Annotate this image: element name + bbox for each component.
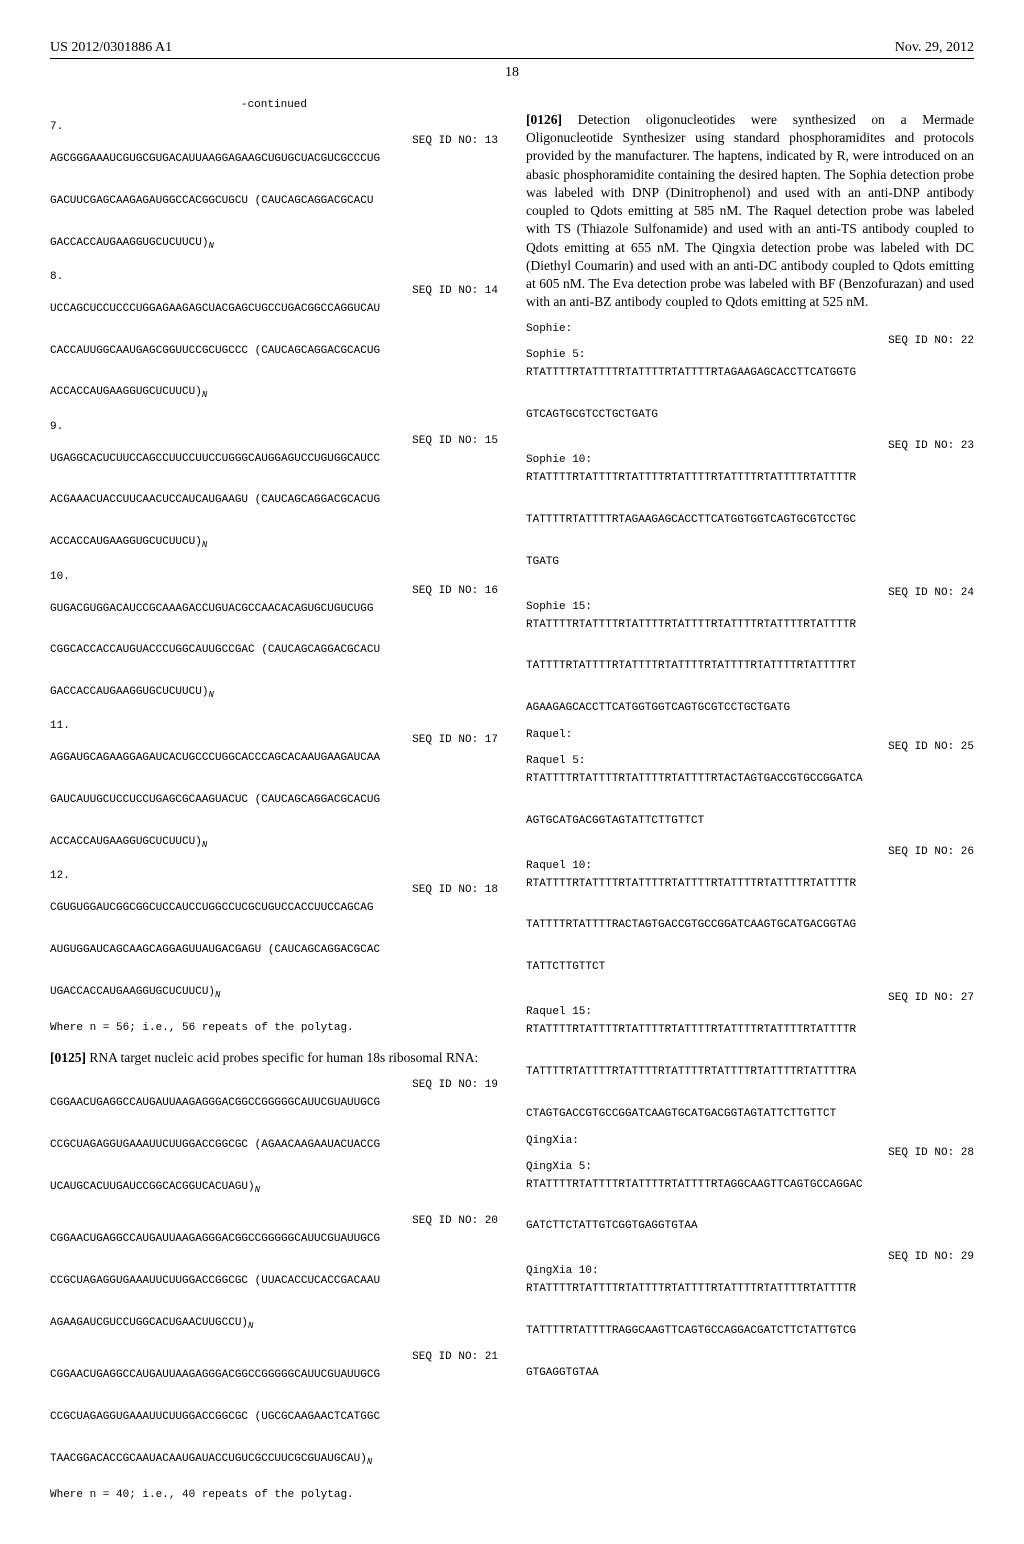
paragraph-0125: [0125] RNA target nucleic acid probes sp…	[50, 1049, 498, 1067]
sequence-id: SEQ ID NO: 15	[50, 435, 498, 447]
sequence-block: 9. SEQ ID NO: 15 UGAGGCACUCUUCCAGCCUUCCU…	[50, 421, 498, 555]
sequence-body: AGGAUGCAGAAGGAGAUCACUGCCCUGGCACCCAGCACAA…	[50, 748, 498, 854]
continued-label: -continued	[50, 99, 498, 111]
probe-subname: Sophie 15:	[526, 601, 974, 613]
sequence-id: SEQ ID NO: 28	[526, 1147, 974, 1159]
paragraph-number: [0125]	[50, 1050, 86, 1065]
sequence-number: 8.	[50, 271, 498, 283]
sequence-body: RTATTTTRTATTTTRTATTTTRTATTTTRTAGGCAAGTTC…	[526, 1175, 974, 1238]
sequence-block: SEQ ID NO: 20 CGGAACUGAGGCCAUGAUUAAGAGGG…	[50, 1215, 498, 1335]
sequence-id: SEQ ID NO: 26	[526, 846, 974, 858]
page-header: US 2012/0301886 A1 Nov. 29, 2012	[50, 40, 974, 59]
probe-group-name: QingXia:	[526, 1135, 974, 1147]
sequence-id: SEQ ID NO: 25	[526, 741, 974, 753]
sequence-block: SEQ ID NO: 21 CGGAACUGAGGCCAUGAUUAAGAGGG…	[50, 1351, 498, 1471]
page-number: 18	[50, 65, 974, 81]
sequence-block: SEQ ID NO: 19 CGGAACUGAGGCCAUGAUUAAGAGGG…	[50, 1079, 498, 1199]
sequence-id: SEQ ID NO: 17	[50, 734, 498, 746]
paragraph-0126: [0126] Detection oligonucleotides were s…	[526, 111, 974, 311]
sequence-body: UGAGGCACUCUUCCAGCCUUCCUUCCUGGGCAUGGAGUCC…	[50, 449, 498, 555]
probe-group-name: Raquel:	[526, 729, 974, 741]
sequence-number: 11.	[50, 720, 498, 732]
sequence-body: RTATTTTRTATTTTRTATTTTRTATTTTRTATTTTRTATT…	[526, 1020, 974, 1124]
sequence-block: 10. SEQ ID NO: 16 GUGACGUGGACAUCCGCAAAGA…	[50, 571, 498, 705]
probe-group-name: Sophie:	[526, 323, 974, 335]
probe-subname: Sophie 10:	[526, 454, 974, 466]
paragraph-text: Detection oligonucleotides were synthesi…	[526, 112, 974, 309]
sequence-id: SEQ ID NO: 13	[50, 135, 498, 147]
sequence-id: SEQ ID NO: 24	[526, 587, 974, 599]
sequence-block: 7. SEQ ID NO: 13 AGCGGGAAAUCGUGCGUGACAUU…	[50, 121, 498, 255]
probe-subname: Sophie 5:	[526, 349, 974, 361]
probe-subname: QingXia 10:	[526, 1265, 974, 1277]
sequence-body: CGGAACUGAGGCCAUGAUUAAGAGGGACGGCCGGGGGCAU…	[50, 1229, 498, 1335]
publication-number: US 2012/0301886 A1	[50, 40, 172, 56]
probe-subname: Raquel 10:	[526, 860, 974, 872]
sequence-id: SEQ ID NO: 21	[50, 1351, 498, 1363]
sequence-id: SEQ ID NO: 29	[526, 1251, 974, 1263]
sequence-body: CGGAACUGAGGCCAUGAUUAAGAGGGACGGCCGGGGGCAU…	[50, 1093, 498, 1199]
publication-date: Nov. 29, 2012	[895, 40, 974, 56]
polytag-note: Where n = 40; i.e., 40 repeats of the po…	[50, 1487, 498, 1504]
sequence-body: RTATTTTRTATTTTRTATTTTRTATTTTRTATTTTRTATT…	[526, 615, 974, 719]
paragraph-number: [0126]	[526, 112, 562, 127]
left-column: -continued 7. SEQ ID NO: 13 AGCGGGAAAUCG…	[50, 99, 498, 1504]
sequence-id: SEQ ID NO: 27	[526, 992, 974, 1004]
sequence-body: CGGAACUGAGGCCAUGAUUAAGAGGGACGGCCGGGGGCAU…	[50, 1365, 498, 1471]
polytag-note: Where n = 56; i.e., 56 repeats of the po…	[50, 1020, 498, 1037]
probe-subname: Raquel 5:	[526, 755, 974, 767]
sequence-body: AGCGGGAAAUCGUGCGUGACAUUAAGGAGAAGCUGUGCUA…	[50, 149, 498, 255]
sequence-body: RTATTTTRTATTTTRTATTTTRTATTTTRTATTTTRTATT…	[526, 468, 974, 572]
sequence-id: SEQ ID NO: 19	[50, 1079, 498, 1091]
patent-page: US 2012/0301886 A1 Nov. 29, 2012 18 -con…	[0, 0, 1024, 1544]
probe-subname: QingXia 5:	[526, 1161, 974, 1173]
sequence-number: 9.	[50, 421, 498, 433]
sequence-body: RTATTTTRTATTTTRTATTTTRTATTTTRTACTAGTGACC…	[526, 769, 974, 832]
two-column-layout: -continued 7. SEQ ID NO: 13 AGCGGGAAAUCG…	[50, 99, 974, 1504]
sequence-number: 7.	[50, 121, 498, 133]
sequence-id: SEQ ID NO: 23	[526, 440, 974, 452]
sequence-id: SEQ ID NO: 16	[50, 585, 498, 597]
sequence-body: RTATTTTRTATTTTRTATTTTRTATTTTRTAGAAGAGCAC…	[526, 363, 974, 426]
sequence-id: SEQ ID NO: 18	[50, 884, 498, 896]
sequence-number: 12.	[50, 870, 498, 882]
sequence-body: RTATTTTRTATTTTRTATTTTRTATTTTRTATTTTRTATT…	[526, 874, 974, 978]
sequence-body: CGUGUGGAUCGGCGGCUCCAUCCUGGCCUCGCUGUCCACC…	[50, 898, 498, 1004]
sequence-id: SEQ ID NO: 20	[50, 1215, 498, 1227]
sequence-id: SEQ ID NO: 14	[50, 285, 498, 297]
sequence-id: SEQ ID NO: 22	[526, 335, 974, 347]
right-column: [0126] Detection oligonucleotides were s…	[526, 99, 974, 1504]
sequence-block: 11. SEQ ID NO: 17 AGGAUGCAGAAGGAGAUCACUG…	[50, 720, 498, 854]
sequence-body: GUGACGUGGACAUCCGCAAAGACCUGUACGCCAACACAGU…	[50, 599, 498, 705]
sequence-block: 12. SEQ ID NO: 18 CGUGUGGAUCGGCGGCUCCAUC…	[50, 870, 498, 1004]
sequence-body: RTATTTTRTATTTTRTATTTTRTATTTTRTATTTTRTATT…	[526, 1279, 974, 1383]
probe-subname: Raquel 15:	[526, 1006, 974, 1018]
sequence-number: 10.	[50, 571, 498, 583]
sequence-body: UCCAGCUCCUCCCUGGAGAAGAGCUACGAGCUGCCUGACG…	[50, 299, 498, 405]
paragraph-text: RNA target nucleic acid probes specific …	[86, 1050, 478, 1065]
sequence-block: 8. SEQ ID NO: 14 UCCAGCUCCUCCCUGGAGAAGAG…	[50, 271, 498, 405]
